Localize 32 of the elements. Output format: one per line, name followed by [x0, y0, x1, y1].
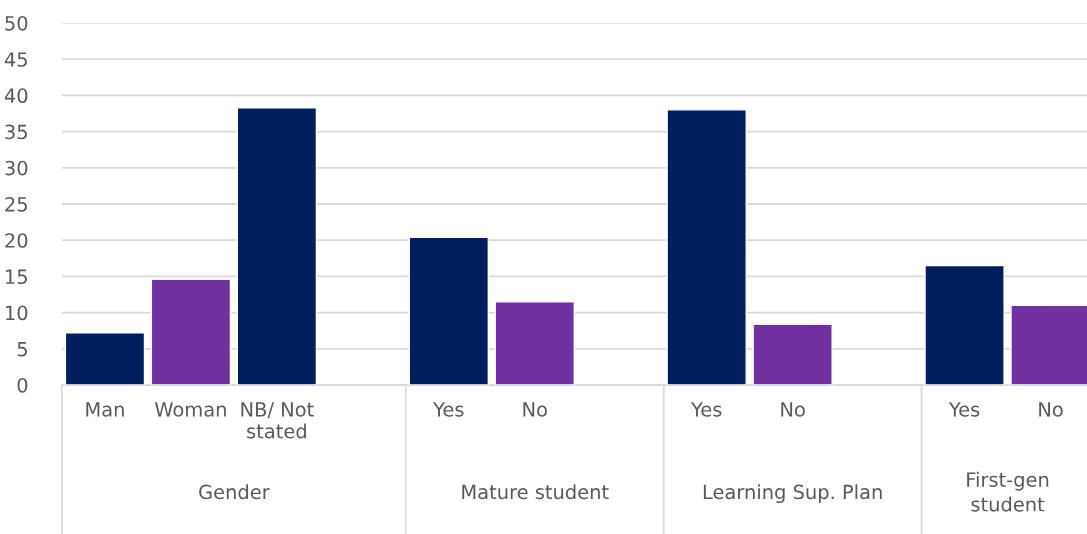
x-tick-label: Yes [948, 402, 980, 417]
y-tick-label: 30 [5, 160, 28, 176]
bar [924, 264, 1005, 386]
y-tick-label: 45 [4, 52, 27, 67]
y-tick-label: 50 [5, 15, 28, 31]
x-tick-label: Man [86, 402, 124, 417]
bar [752, 323, 833, 386]
text: Mature student [462, 484, 609, 500]
x-tick-label: No [781, 402, 805, 417]
y-tick-label: 5 [17, 342, 27, 357]
bar [408, 236, 490, 386]
x-tick-label: Yes [690, 402, 722, 417]
y-tick-label: 10 [6, 305, 28, 321]
x-tick-label: NB/ Not stated [241, 402, 314, 439]
text: First-gen student [967, 471, 1049, 512]
y-tick-label: 15 [6, 269, 27, 285]
y-tick-label: 35 [5, 124, 27, 140]
y-tick-label: 0 [17, 377, 28, 393]
y-tick-label: 25 [5, 196, 27, 212]
x-tick-label: Woman [154, 402, 226, 417]
bar [64, 332, 146, 386]
x-tick-label: No [523, 402, 547, 417]
x-tick-label: No [1039, 402, 1063, 417]
x-tick-label: Yes [433, 402, 464, 417]
bar [666, 109, 747, 386]
bar [236, 106, 318, 386]
text: Gender [199, 484, 270, 500]
bar [494, 301, 575, 386]
y-tick-label: 20 [5, 233, 28, 248]
bar [150, 278, 232, 386]
text: Learning Sup. Plan [703, 484, 882, 504]
y-tick-label: 40 [4, 88, 28, 104]
